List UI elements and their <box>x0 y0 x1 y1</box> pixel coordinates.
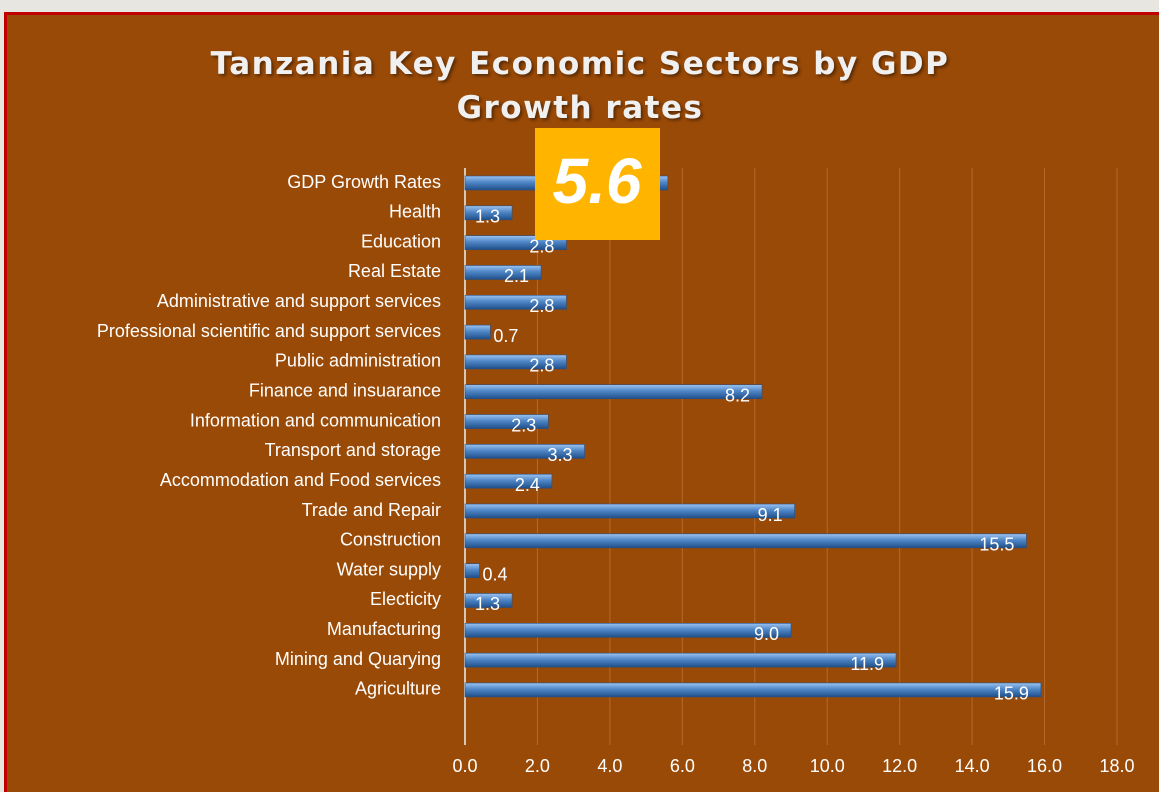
data-label: 2.3 <box>511 415 536 435</box>
x-tick-label: 10.0 <box>810 756 845 776</box>
y-tick-label: Health <box>389 202 441 222</box>
y-tick-label: GDP Growth Rates <box>287 172 441 192</box>
data-label: 11.9 <box>850 654 884 674</box>
data-label: 2.4 <box>515 475 540 495</box>
y-tick-label: Real Estate <box>348 261 441 281</box>
data-label: 15.9 <box>994 684 1029 704</box>
data-label: 9.0 <box>754 624 779 644</box>
bar <box>464 265 542 280</box>
y-tick-label: Public administration <box>275 351 441 371</box>
bar <box>464 563 480 578</box>
x-tick-label: 14.0 <box>955 756 990 776</box>
bar <box>464 444 585 459</box>
bar <box>464 384 763 400</box>
data-label: 2.8 <box>529 356 554 376</box>
y-tick-label: Water supply <box>337 559 441 579</box>
y-tick-label: Professional scientific and support serv… <box>97 321 441 341</box>
chart-title: Tanzania Key Economic Sectors by GDP Gro… <box>210 46 950 126</box>
data-label: 0.7 <box>493 326 518 346</box>
data-label: 15.5 <box>979 535 1014 555</box>
data-label: 2.1 <box>504 266 529 286</box>
data-label: 1.3 <box>475 207 500 227</box>
data-label: 2.8 <box>529 236 554 256</box>
y-tick-label: Manufacturing <box>327 619 441 639</box>
x-tick-label: 2.0 <box>525 756 550 776</box>
y-tick-label: Construction <box>340 530 441 550</box>
bar <box>464 593 513 608</box>
data-label: 0.4 <box>482 564 507 584</box>
y-tick-label: Electicity <box>370 589 441 609</box>
y-tick-label: Finance and insuarance <box>249 380 441 400</box>
bar <box>464 503 795 519</box>
highlight-label: 5.6 <box>553 145 642 217</box>
x-tick-label: 4.0 <box>597 756 622 776</box>
data-label: 3.3 <box>548 445 573 465</box>
x-tick-label: 6.0 <box>670 756 695 776</box>
bar <box>464 533 1027 549</box>
bar <box>464 414 549 429</box>
y-tick-label: Administrative and support services <box>157 291 441 311</box>
y-tick-label: Agriculture <box>355 679 441 699</box>
x-tick-label: 12.0 <box>882 756 917 776</box>
data-label: 8.2 <box>725 385 750 405</box>
x-tick-label: 16.0 <box>1027 756 1062 776</box>
bar <box>464 622 792 638</box>
y-tick-label: Education <box>361 231 441 251</box>
x-tick-label: 8.0 <box>742 756 767 776</box>
data-label: 1.3 <box>475 594 500 614</box>
data-label: 9.1 <box>758 505 783 525</box>
y-tick-label: Trade and Repair <box>302 500 441 520</box>
bar <box>464 205 513 221</box>
highlight-box <box>535 128 660 240</box>
x-tick-label: 18.0 <box>1099 756 1134 776</box>
bar <box>464 354 567 370</box>
data-label: 2.8 <box>529 296 554 316</box>
bar <box>464 473 553 489</box>
bar <box>464 682 1042 698</box>
y-tick-label: Mining and Quarying <box>275 649 441 669</box>
bar <box>464 324 491 340</box>
bar <box>464 652 897 668</box>
y-tick-label: Information and communication <box>190 410 441 430</box>
y-tick-label: Accommodation and Food services <box>160 470 441 490</box>
x-tick-label: 0.0 <box>452 756 477 776</box>
bar <box>464 294 567 310</box>
y-tick-label: Transport and storage <box>265 440 441 460</box>
